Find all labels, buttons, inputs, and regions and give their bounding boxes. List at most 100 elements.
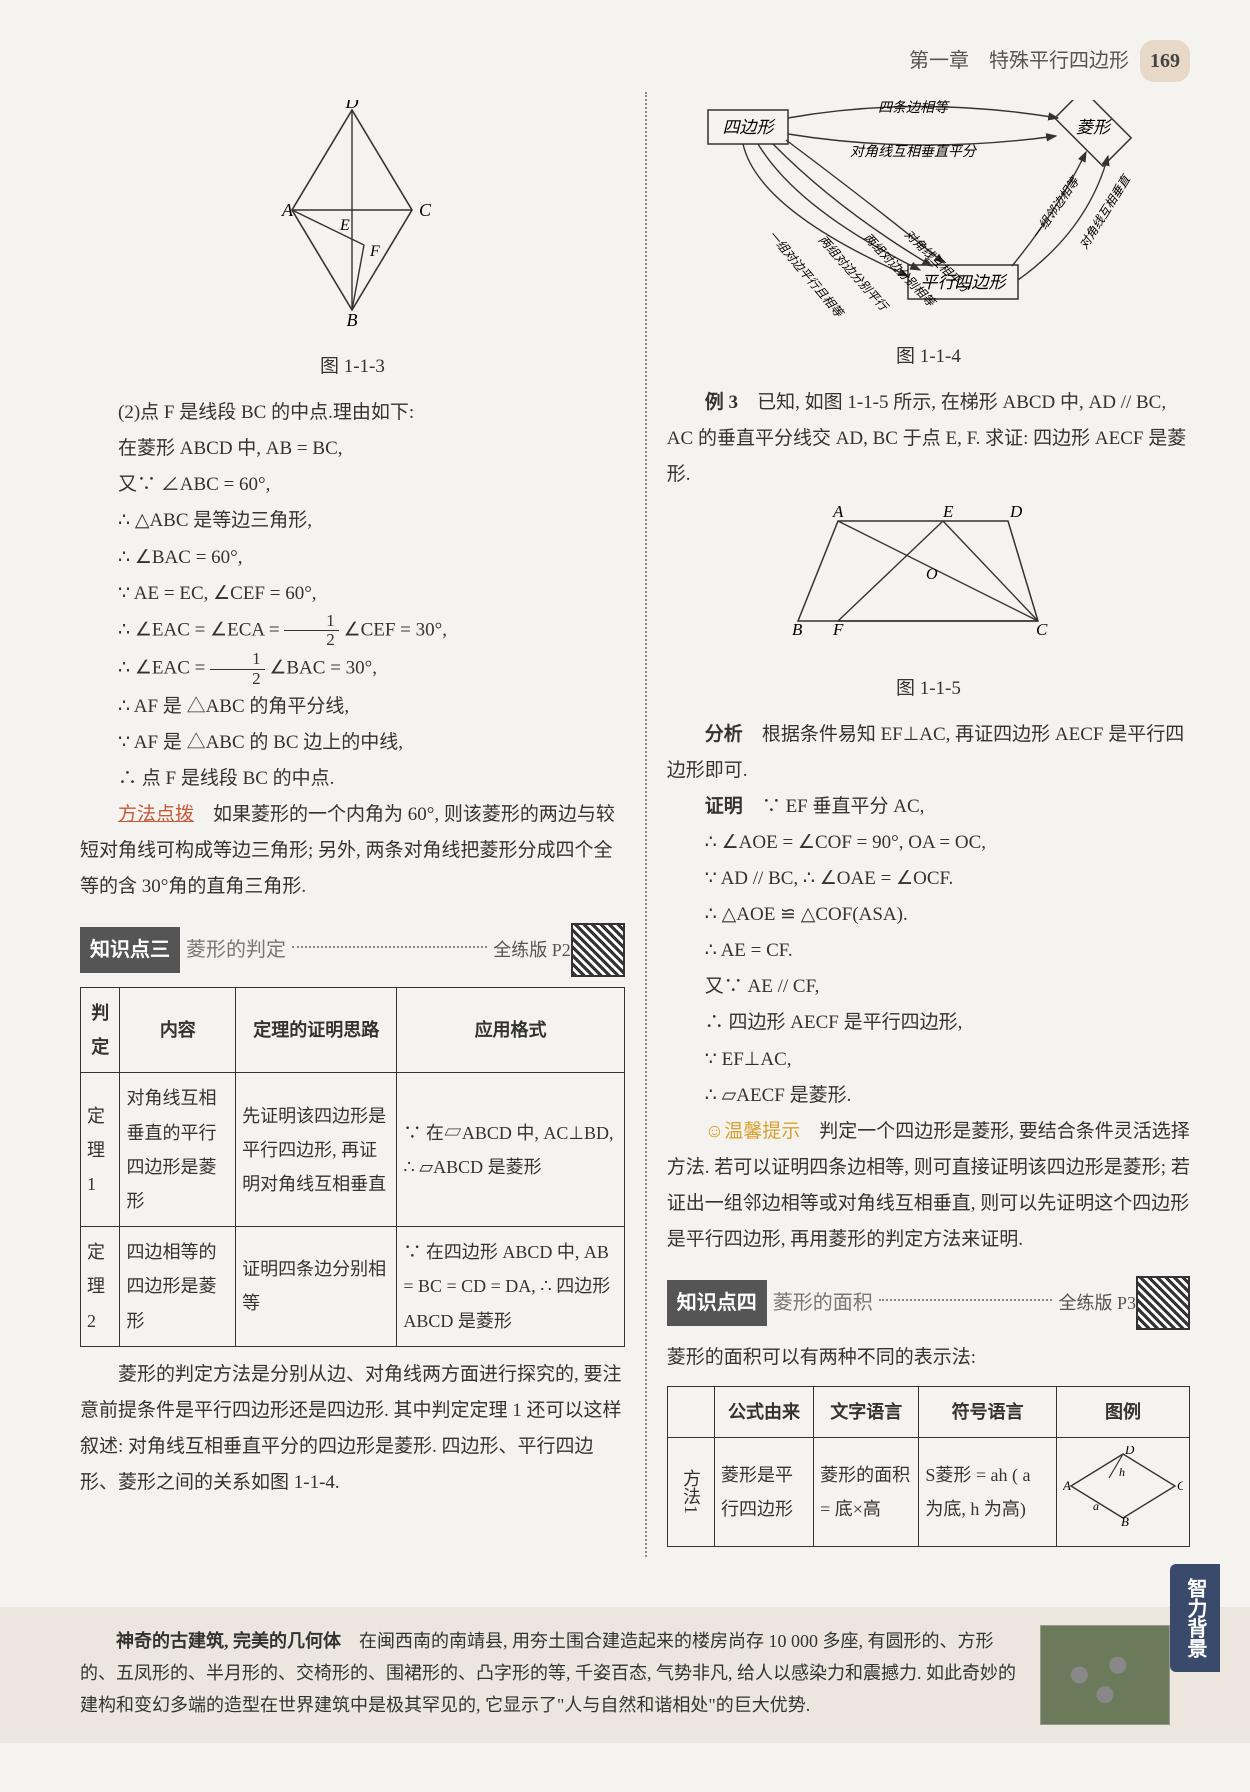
proof-line: ∴ AF 是 △ABC 的角平分线, [80,689,625,725]
fig5-caption: 图 1-1-5 [667,671,1190,707]
proof: 证明 ∵ EF 垂直平分 AC, [667,789,1190,825]
svg-text:A: A [1063,1478,1071,1493]
figure-1-1-4: 四边形 菱形 平行四边形 四条边相等 对角线互相垂直平分 [667,100,1190,333]
svg-text:对角线互相垂直平分: 对角线互相垂直平分 [850,144,978,160]
judgment-table: 判定 内容 定理的证明思路 应用格式 定理1 对角线互相垂直的平行四边形是菱形 … [80,987,625,1347]
method-label: 方法点拨 [118,804,194,825]
footer-photo [1040,1625,1170,1725]
svg-text:D: D [345,100,359,112]
td: 对角线互相垂直的平行四边形是菱形 [120,1073,236,1227]
svg-text:C: C [1036,620,1048,639]
th: 内容 [120,988,236,1073]
th: 符号语言 [919,1387,1057,1438]
side-tab: 智力背景 [1170,1564,1220,1672]
svg-text:O: O [926,566,938,583]
svg-text:菱形: 菱形 [1076,118,1112,137]
td: 定理2 [81,1227,120,1347]
kp4-title: 菱形的面积 [773,1284,873,1322]
proof-line: ∵ EF⊥AC, [667,1042,1190,1078]
fenxi-text: 根据条件易知 EF⊥AC, 再证四边形 AECF 是平行四边形即可. [667,724,1184,781]
ex3-label: 例 3 [705,392,738,413]
chapter-title: 第一章 特殊平行四边形 [909,50,1129,72]
th: 应用格式 [397,988,624,1073]
svg-text:B: B [347,310,358,330]
svg-text:B: B [1121,1514,1129,1526]
kp4-badge: 知识点四 [667,1280,767,1326]
fraction: 12 [210,650,265,688]
hint-label: ☺温馨提示 [705,1121,800,1142]
th: 文字语言 [814,1387,919,1438]
proof-line: ∴ 四边形 AECF 是平行四边形, [667,1005,1190,1041]
kp4-ref: 全练版 P3 [1058,1286,1136,1320]
proof-line: 在菱形 ABCD 中, AB = BC, [80,431,625,467]
svg-text:F: F [369,243,380,260]
svg-text:一组邻边相等: 一组邻边相等 [1029,173,1083,242]
proof-line: (2)点 F 是线段 BC 的中点.理由如下: [80,395,625,431]
page-header: 第一章 特殊平行四边形 169 [80,40,1190,82]
th: 公式由来 [714,1387,813,1438]
fraction: 12 [284,612,339,650]
dots [292,946,487,948]
fenxi-label: 分析 [705,724,743,745]
proof-line: ∴ △AOE ≌ △COF(ASA). [667,897,1190,933]
proof-line: ∴ ∠EAC = 12 ∠BAC = 30°, [80,650,625,688]
text: ∴ ∠EAC = [118,658,210,679]
td-figure: D C B A h a [1056,1438,1189,1546]
qr-code-icon [571,923,625,977]
text: ∠BAC = 30°, [269,658,377,679]
text: ∴ ∠EAC = ∠ECA = [118,619,284,640]
proof-line: ∴ AE = CF. [667,933,1190,969]
svg-text:对角线互相垂直: 对角线互相垂直 [1077,171,1134,251]
footer-trivia: 神奇的古建筑, 完美的几何体 在闽西南的南靖县, 用夯土围合建造起来的楼房尚存 … [0,1607,1250,1743]
right-column: 四边形 菱形 平行四边形 四条边相等 对角线互相垂直平分 [645,92,1190,1557]
td: ∵ 在▱ABCD 中, AC⊥BD, ∴ ▱ABCD 是菱形 [397,1073,624,1227]
proof-line: ∴ ∠EAC = ∠ECA = 12 ∠CEF = 30°, [80,612,625,650]
area-table: 公式由来 文字语言 符号语言 图例 方法1 菱形是平行四边形 菱形的面积 = 底… [667,1386,1190,1546]
fig1-caption: 图 1-1-3 [80,349,625,385]
left-column: D A C B E F 图 1-1-3 (2)点 F 是线段 BC 的中点.理由… [80,92,625,1557]
method-para: 方法点拨 如果菱形的一个内角为 60°, 则该菱形的两边与较短对角线可构成等边三… [80,797,625,905]
svg-text:D: D [1009,502,1023,521]
page-number: 169 [1140,40,1190,82]
figure-1-1-3: D A C B E F [80,100,625,343]
svg-text:a: a [1093,1499,1099,1513]
td: 定理1 [81,1073,120,1227]
example-3: 例 3 已知, 如图 1-1-5 所示, 在梯形 ABCD 中, AD // B… [667,385,1190,493]
knowledge-point-3-heading: 知识点三 菱形的判定 全练版 P2 [80,923,625,977]
th: 图例 [1056,1387,1189,1438]
knowledge-point-4-heading: 知识点四 菱形的面积 全练版 P3 [667,1276,1190,1330]
proof-line: ∴ △ABC 是等边三角形, [80,503,625,539]
svg-text:D: D [1124,1446,1135,1457]
svg-text:A: A [832,502,844,521]
svg-text:四条边相等: 四条边相等 [878,100,950,116]
th: 判定 [81,988,120,1073]
figure-1-1-5: A E D B F C O [667,501,1190,664]
kp3-ref: 全练版 P2 [493,933,571,967]
qr-code-icon [1136,1276,1190,1330]
proof-line: ∴ ∠AOE = ∠COF = 90°, OA = OC, [667,825,1190,861]
footer-para: 神奇的古建筑, 完美的几何体 在闽西南的南靖县, 用夯土围合建造起来的楼房尚存 … [80,1625,1024,1722]
td: 证明四条边分别相等 [236,1227,397,1347]
th [667,1387,714,1438]
td: 菱形的面积 = 底×高 [814,1438,919,1546]
svg-text:四边形: 四边形 [723,118,776,137]
hint: ☺温馨提示 判定一个四边形是菱形, 要结合条件灵活选择方法. 若可以证明四条边相… [667,1114,1190,1258]
ex3-text: 已知, 如图 1-1-5 所示, 在梯形 ABCD 中, AD // BC, A… [667,392,1186,485]
proof-line: 又∵ ∠ABC = 60°, [80,467,625,503]
text: ∠CEF = 30°, [344,619,447,640]
td: 方法1 [667,1438,714,1546]
two-column-layout: D A C B E F 图 1-1-3 (2)点 F 是线段 BC 的中点.理由… [80,92,1190,1557]
footer-title: 神奇的古建筑, 完美的几何体 [116,1631,341,1651]
kp3-badge: 知识点三 [80,927,180,973]
proof-line: ∴ ∠BAC = 60°, [80,540,625,576]
proof-line: 又∵ AE // CF, [667,969,1190,1005]
paragraph: 菱形的判定方法是分别从边、对角线两方面进行探究的, 要注意前提条件是平行四边形还… [80,1357,625,1501]
proof-line: ∴ ▱AECF 是菱形. [667,1078,1190,1114]
svg-text:E: E [942,502,954,521]
svg-text:F: F [832,620,844,639]
dots [879,1299,1053,1301]
proof-line: ∵ AD // BC, ∴ ∠OAE = ∠OCF. [667,861,1190,897]
td: ∵ 在四边形 ABCD 中, AB = BC = CD = DA, ∴ 四边形 … [397,1227,624,1347]
svg-text:E: E [339,217,350,234]
svg-text:A: A [281,200,294,220]
